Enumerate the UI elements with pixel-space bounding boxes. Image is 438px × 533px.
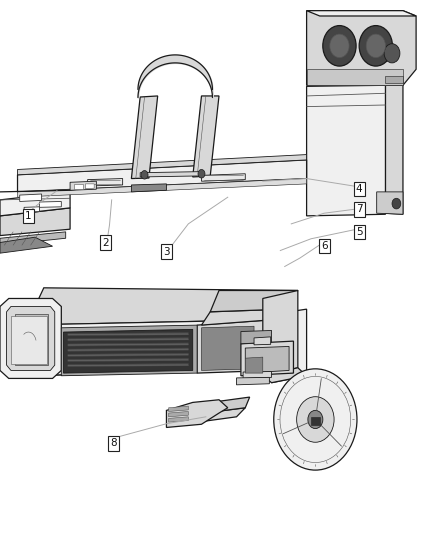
Polygon shape (201, 174, 245, 181)
Polygon shape (39, 201, 61, 207)
Polygon shape (245, 357, 263, 373)
Polygon shape (88, 179, 123, 186)
Polygon shape (74, 184, 83, 189)
Polygon shape (377, 192, 403, 214)
Polygon shape (307, 11, 416, 16)
Polygon shape (245, 346, 289, 373)
Polygon shape (18, 155, 307, 175)
Polygon shape (210, 290, 298, 312)
Polygon shape (272, 309, 307, 383)
Polygon shape (201, 326, 254, 370)
Polygon shape (193, 96, 219, 177)
Polygon shape (15, 314, 48, 365)
Polygon shape (68, 364, 188, 367)
Polygon shape (140, 172, 201, 177)
Polygon shape (0, 208, 70, 236)
Polygon shape (20, 194, 42, 201)
Polygon shape (70, 181, 96, 190)
Polygon shape (197, 320, 272, 373)
Circle shape (308, 410, 323, 429)
Text: 6: 6 (321, 241, 328, 251)
Polygon shape (131, 184, 166, 192)
Polygon shape (7, 306, 55, 370)
Polygon shape (68, 358, 188, 361)
Polygon shape (18, 320, 272, 376)
Text: 7: 7 (356, 205, 363, 214)
Polygon shape (0, 237, 53, 253)
Polygon shape (131, 96, 158, 179)
Circle shape (274, 369, 357, 470)
Polygon shape (169, 406, 188, 411)
Polygon shape (26, 337, 42, 349)
Polygon shape (64, 329, 193, 373)
Polygon shape (237, 377, 269, 385)
Polygon shape (243, 372, 272, 378)
Polygon shape (201, 309, 285, 325)
Text: 1: 1 (25, 211, 32, 221)
Polygon shape (0, 192, 70, 216)
Polygon shape (18, 160, 307, 192)
Polygon shape (166, 400, 228, 427)
Polygon shape (263, 290, 298, 376)
Polygon shape (169, 417, 188, 422)
Circle shape (384, 44, 400, 63)
Polygon shape (241, 330, 272, 344)
Polygon shape (169, 411, 188, 417)
Polygon shape (68, 348, 188, 351)
Text: 4: 4 (356, 184, 363, 194)
Polygon shape (241, 341, 293, 376)
Polygon shape (385, 76, 403, 83)
Polygon shape (18, 179, 307, 197)
Polygon shape (68, 333, 188, 336)
Polygon shape (85, 184, 94, 189)
Polygon shape (166, 408, 245, 426)
Polygon shape (0, 298, 61, 378)
Polygon shape (68, 353, 188, 357)
Polygon shape (307, 69, 403, 85)
Circle shape (141, 171, 148, 179)
Polygon shape (307, 85, 385, 216)
Circle shape (366, 34, 385, 58)
Polygon shape (24, 207, 39, 212)
Circle shape (330, 34, 349, 58)
Polygon shape (0, 232, 66, 245)
Text: 8: 8 (110, 439, 117, 448)
Text: 5: 5 (356, 227, 363, 237)
Circle shape (297, 397, 334, 442)
Polygon shape (68, 343, 188, 346)
Polygon shape (254, 337, 271, 345)
Polygon shape (18, 320, 272, 376)
Polygon shape (311, 417, 320, 425)
Circle shape (392, 198, 401, 209)
Circle shape (323, 26, 356, 66)
Polygon shape (385, 85, 403, 214)
Polygon shape (26, 288, 298, 325)
Polygon shape (263, 368, 307, 383)
Polygon shape (175, 397, 250, 417)
Polygon shape (61, 325, 197, 376)
Polygon shape (307, 11, 416, 85)
Polygon shape (68, 338, 188, 341)
Text: 3: 3 (163, 247, 170, 256)
Circle shape (198, 169, 205, 178)
Circle shape (359, 26, 392, 66)
Text: 2: 2 (102, 238, 109, 247)
Polygon shape (11, 316, 47, 364)
